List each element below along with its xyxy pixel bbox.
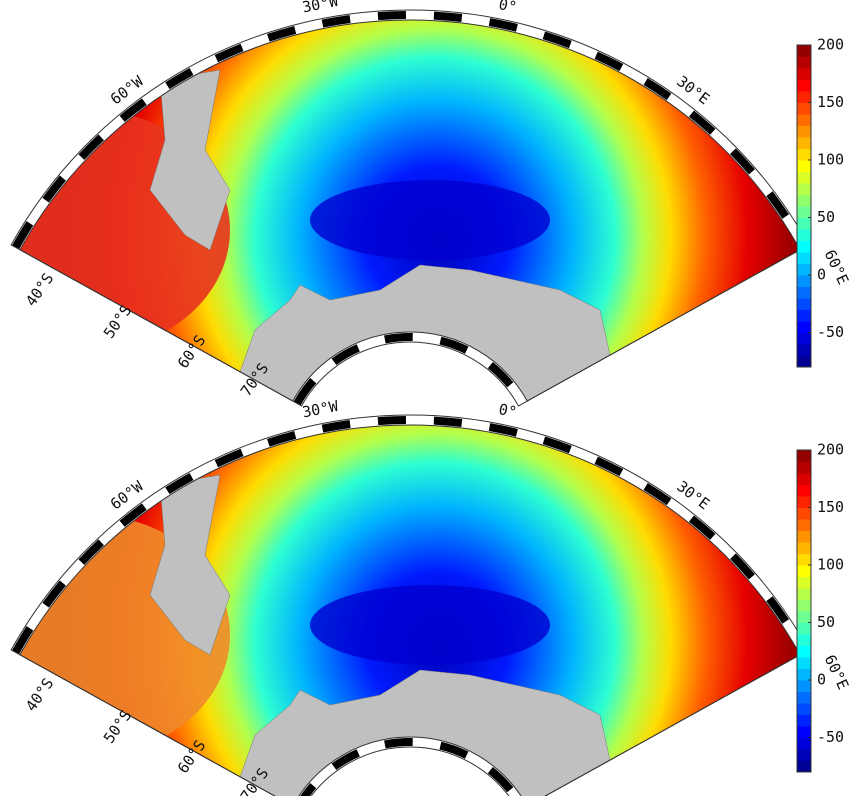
colorbar-step xyxy=(797,530,811,543)
colorbar-step xyxy=(797,565,811,577)
colorbar-step xyxy=(797,137,811,149)
colorbar-tick-label: -50 xyxy=(817,728,844,746)
colorbar-step xyxy=(797,507,811,520)
colorbar-step xyxy=(797,194,811,207)
colorbar-step xyxy=(797,355,811,368)
colorbar-step xyxy=(797,657,811,669)
colorbar-step xyxy=(797,645,811,658)
colorbar-step xyxy=(797,240,811,253)
colorbar-step xyxy=(797,125,811,138)
lon-label: 0° xyxy=(497,0,518,16)
frame-ticks xyxy=(12,11,808,250)
colorbar-tick-label: 0 xyxy=(817,671,826,689)
colorbar-step xyxy=(797,576,811,589)
colorbar-step xyxy=(797,726,811,738)
colorbar-tick-label: 0 xyxy=(817,266,826,284)
colorbar-step xyxy=(797,263,811,276)
colorbar-step xyxy=(797,450,811,462)
colorbar-step xyxy=(797,309,811,322)
colorbar-step xyxy=(797,668,811,681)
colorbar-step xyxy=(797,56,811,69)
colorbar-step xyxy=(797,634,811,646)
colorbar-step xyxy=(797,160,811,172)
colorbar-tick-label: 50 xyxy=(817,208,835,226)
colorbar-tick-label: 100 xyxy=(817,151,844,169)
colorbar-step xyxy=(797,760,811,773)
colorbar-step xyxy=(797,91,811,103)
lon-label: 30°W xyxy=(301,0,341,16)
frame-outline xyxy=(10,414,810,796)
frame-outline xyxy=(19,19,801,402)
colorbar-step xyxy=(797,183,811,195)
colorbar-step xyxy=(797,691,811,704)
colorbar-step xyxy=(797,599,811,612)
frame-outline xyxy=(19,424,801,796)
colorbar-step xyxy=(797,229,811,241)
field-core xyxy=(310,180,550,260)
colorbar-step xyxy=(797,114,811,126)
colorbar-step xyxy=(797,206,811,218)
colorbar-step xyxy=(797,496,811,508)
colorbar-step xyxy=(797,749,811,761)
colorbar-step xyxy=(797,553,811,566)
colorbar-step xyxy=(797,484,811,497)
frame-ticks xyxy=(12,416,808,655)
colorbar-step xyxy=(797,714,811,727)
frame-ticks xyxy=(293,333,527,406)
colorbar-step xyxy=(797,148,811,161)
field-core xyxy=(310,585,550,665)
colorbar-step xyxy=(797,461,811,474)
colorbar-step xyxy=(797,737,811,750)
colorbar-tick-label: 50 xyxy=(817,613,835,631)
land xyxy=(149,474,231,656)
land xyxy=(149,69,231,251)
colorbar-frame xyxy=(796,44,812,368)
colorbar-tick-label: 200 xyxy=(817,441,844,459)
colorbar-step xyxy=(797,252,811,264)
colorbar-step xyxy=(797,519,811,531)
colorbar-step xyxy=(797,286,811,299)
colorbar-step xyxy=(797,703,811,715)
lat-label: 40°S xyxy=(22,675,57,715)
colorbar-step xyxy=(797,611,811,623)
colorbar-step xyxy=(797,622,811,635)
colorbar-step xyxy=(797,588,811,600)
colorbar-tick-label: 100 xyxy=(817,556,844,574)
frame-ticks xyxy=(300,738,520,796)
colorbar-step xyxy=(797,321,811,333)
colorbar-tick-label: -50 xyxy=(817,323,844,341)
map-panel xyxy=(19,425,801,796)
colorbar-step xyxy=(797,298,811,310)
colorbar-step xyxy=(797,68,811,80)
colorbar-step xyxy=(797,102,811,115)
colorbar-tick-label: 200 xyxy=(817,36,844,54)
frame-outline xyxy=(10,9,810,407)
colorbar-step xyxy=(797,217,811,230)
colorbar-step xyxy=(797,680,811,692)
lat-label: 40°S xyxy=(22,270,57,310)
colorbar-step xyxy=(797,542,811,554)
colorbar-step xyxy=(797,171,811,184)
colorbar-tick-label: 150 xyxy=(817,93,844,111)
lon-label: 30°W xyxy=(301,397,341,422)
map-panel xyxy=(19,20,801,402)
colorbar-step xyxy=(797,79,811,92)
colorbar-frame xyxy=(796,449,812,773)
colorbar-step xyxy=(797,344,811,356)
lon-label: 0° xyxy=(497,400,518,421)
colorbar-step xyxy=(797,473,811,485)
colorbar-step xyxy=(797,45,811,57)
colorbar-step xyxy=(797,275,811,287)
colorbar-step xyxy=(797,332,811,345)
colorbar-tick-label: 150 xyxy=(817,498,844,516)
